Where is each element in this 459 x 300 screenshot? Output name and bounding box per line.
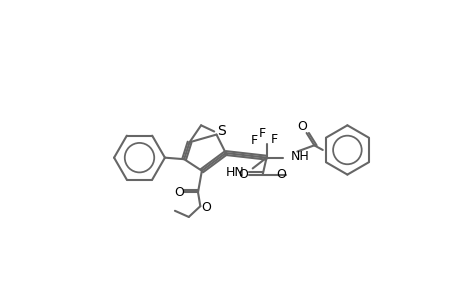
Text: O: O <box>297 120 306 134</box>
Text: HN: HN <box>226 166 245 179</box>
Text: S: S <box>217 124 226 138</box>
Text: O: O <box>238 168 248 181</box>
Text: F: F <box>250 134 257 147</box>
Text: F: F <box>270 133 277 146</box>
Text: O: O <box>174 186 183 199</box>
Text: F: F <box>258 127 266 140</box>
Text: O: O <box>276 168 285 181</box>
Text: NH: NH <box>291 150 309 163</box>
Text: O: O <box>201 201 211 214</box>
